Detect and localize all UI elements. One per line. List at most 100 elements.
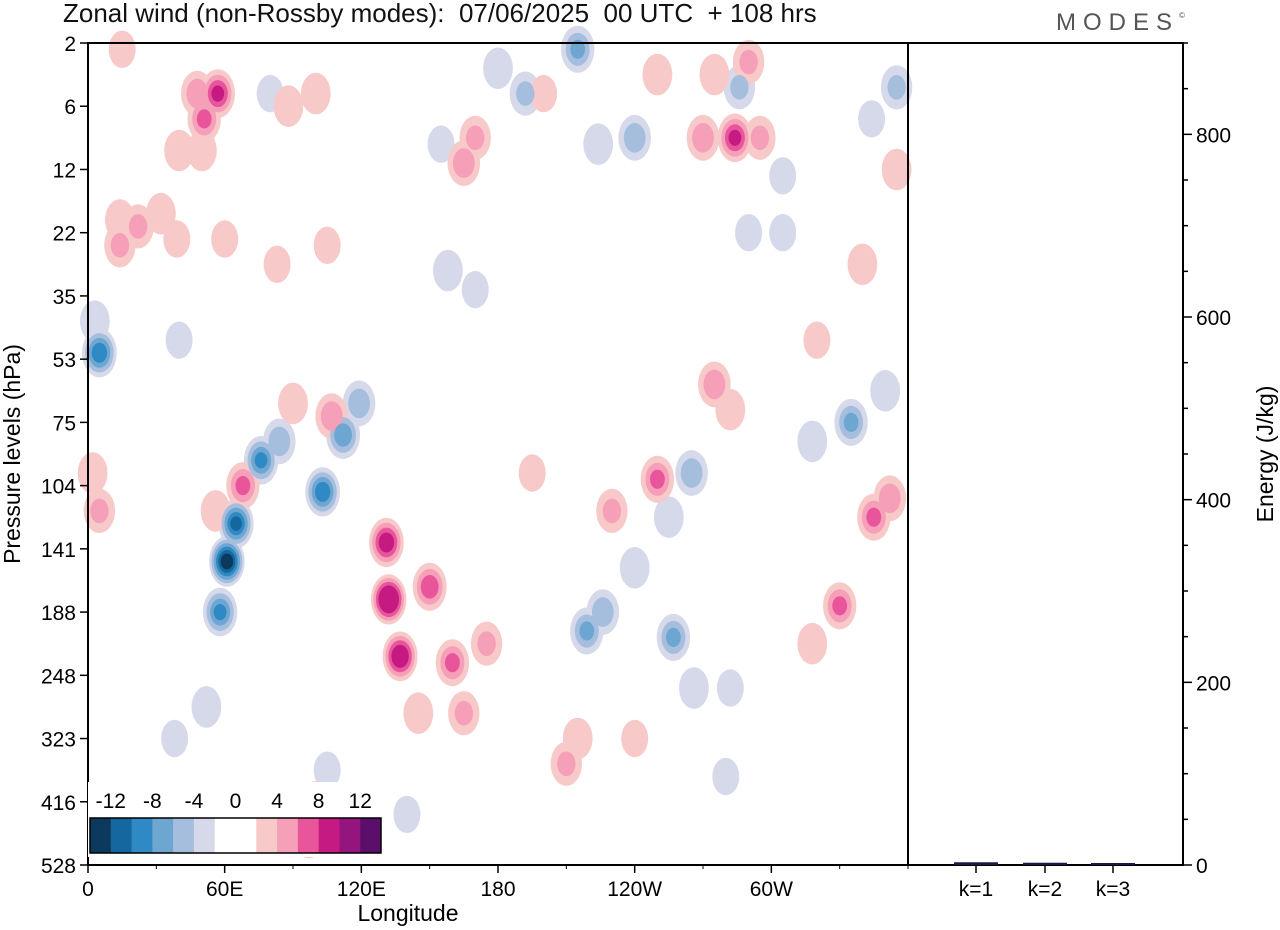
legend-frame: [89, 817, 382, 854]
contour-region: [391, 644, 409, 668]
contour-region: [164, 129, 195, 172]
x-tick-label: 120W: [607, 878, 662, 901]
energy-tick-label: 200: [1196, 672, 1231, 695]
energy-category-label: k=2: [1028, 878, 1062, 901]
contour-region: [858, 100, 886, 138]
contour-region: [110, 233, 130, 258]
brand-text: MODES: [1056, 9, 1180, 36]
contour-region: [797, 622, 828, 665]
legend-swatch: [318, 818, 340, 853]
y-tick-label: 22: [53, 223, 76, 246]
energy-tick-label: 0: [1196, 855, 1208, 878]
contour-region: [320, 401, 343, 431]
contour-region: [832, 596, 848, 616]
contour-region: [313, 226, 341, 264]
contour-region: [692, 123, 714, 153]
contour-region: [348, 388, 370, 419]
contour-region: [263, 245, 291, 283]
contour-region: [454, 700, 473, 726]
contour-region: [187, 129, 217, 172]
contour-region: [334, 423, 352, 447]
contour-region: [650, 469, 665, 489]
y-tick-label: 323: [41, 729, 76, 752]
contour-region: [273, 85, 304, 127]
legend-label: 0: [230, 790, 242, 813]
brand-mark: ©: [1179, 11, 1185, 20]
contour-region: [728, 129, 742, 146]
legend-swatch: [173, 818, 195, 853]
contour-region: [378, 585, 400, 614]
color-legend: -12 -8 -4 0 4 8 12: [88, 782, 383, 857]
energy-category-label: k=1: [959, 878, 993, 901]
contour-region: [680, 458, 703, 488]
contour-region: [730, 75, 749, 100]
contour-region: [466, 125, 485, 151]
contour-region: [213, 604, 227, 621]
contour-region: [703, 369, 726, 400]
contour-region: [621, 719, 649, 758]
contour-region: [843, 412, 859, 432]
energy-axis-ticks: [975, 42, 1192, 873]
contour-region: [427, 125, 455, 163]
contour-region: [803, 321, 831, 359]
contour-region: [403, 692, 434, 734]
contour-region: [887, 75, 906, 100]
contour-region: [881, 148, 912, 191]
contour-region: [196, 109, 212, 129]
contour-region: [420, 575, 439, 599]
contour-region: [583, 123, 614, 165]
energy-panel-frame: [907, 42, 1184, 866]
legend-swatch: [297, 818, 320, 853]
contour-region: [235, 476, 251, 496]
contour-region: [90, 498, 109, 524]
x-axis-label: Longitude: [357, 900, 458, 926]
contour-region: [483, 47, 513, 90]
energy-tick-label: 400: [1196, 490, 1231, 513]
contour-region: [378, 532, 395, 553]
contour-region: [518, 454, 546, 492]
energy-tick-label: 800: [1196, 124, 1231, 147]
contour-region: [477, 631, 496, 656]
x-tick-label: 120E: [337, 878, 386, 901]
contour-region: [878, 483, 901, 514]
legend-swatch: [256, 818, 278, 853]
legend-label: 8: [313, 790, 325, 813]
y-tick-label: 416: [41, 792, 76, 815]
legend-label: -4: [185, 790, 204, 813]
contour-region: [579, 621, 595, 641]
contour-region: [161, 719, 189, 758]
contour-region: [313, 751, 341, 789]
contour-region: [769, 157, 797, 195]
contour-region: [516, 81, 535, 106]
contour-region: [191, 686, 222, 728]
contour-region: [570, 39, 586, 59]
brand-logo: MODES©: [1056, 9, 1185, 37]
contour-region: [163, 220, 191, 258]
contour-region: [602, 498, 622, 524]
legend-swatch: [235, 818, 257, 853]
contour-region: [735, 214, 763, 252]
contour-region: [679, 667, 709, 709]
contour-region: [128, 214, 148, 239]
legend-swatch: [339, 818, 361, 853]
legend-swatch: [110, 818, 133, 853]
x-tick-label: 60W: [750, 878, 793, 901]
contour-region: [699, 53, 730, 96]
contour-region: [619, 547, 650, 589]
contour-region: [211, 85, 225, 102]
legend-swatch: [152, 818, 174, 853]
x-tick-label: 180: [480, 878, 515, 901]
contour-region: [769, 214, 797, 252]
y-axis-label: Pressure levels (hPa): [0, 344, 25, 564]
contour-region: [77, 452, 108, 494]
contour-region: [716, 669, 744, 707]
contour-region: [591, 597, 614, 627]
contour-region: [211, 220, 239, 258]
contour-field: [77, 25, 913, 859]
y-tick-label: 248: [41, 665, 76, 688]
y-tick-label: 35: [53, 286, 76, 309]
y-tick-label: 528: [41, 855, 76, 878]
contour-region: [254, 452, 268, 469]
